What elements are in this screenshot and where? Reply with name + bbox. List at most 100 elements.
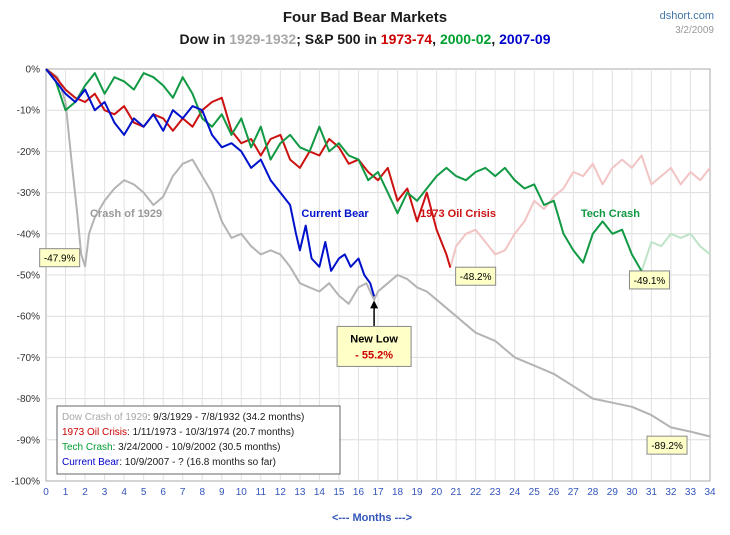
legend-row-detail: : 3/24/2000 - 10/9/2002 (30.5 months): [113, 442, 281, 453]
series-line-crash-of-1929: [45, 68, 711, 438]
x-tick-label: 27: [568, 487, 580, 498]
series-label: Crash of 1929: [90, 208, 162, 220]
callout-box: [646, 435, 688, 455]
legend: Dow Crash of 1929: 9/3/1929 - 7/8/1932 (…: [56, 405, 341, 475]
date-label: 3/2/2009: [675, 25, 714, 36]
series-labels: Crash of 1929 Current Bear 1973 Oil Crisis…: [90, 208, 640, 220]
legend-row: Tech Crash: 3/24/2000 - 10/9/2002 (30.5 …: [62, 442, 280, 453]
x-tick-label: 34: [704, 487, 716, 498]
y-tick-label: -20%: [17, 147, 40, 158]
callout-label: -49.1%: [634, 276, 666, 287]
x-tick-label: 31: [646, 487, 658, 498]
x-tick-label: 30: [626, 487, 638, 498]
x-tick-label: 8: [199, 487, 205, 498]
x-tick-label: 15: [333, 487, 345, 498]
x-tick-label: 19: [411, 487, 423, 498]
x-tick-label: 5: [141, 487, 147, 498]
x-tick-label: 26: [548, 487, 560, 498]
chart-title: Four Bad Bear Markets: [283, 9, 447, 26]
callout-label: -48.2%: [460, 272, 492, 283]
y-axis: 0% -10% -20% -30% -40% -50% -60% -70% -80% -90% -1…: [11, 65, 40, 488]
series-line-tech-crash-after-low-: [640, 232, 711, 272]
x-tick-label: 29: [607, 487, 619, 498]
x-tick-label: 25: [529, 487, 541, 498]
y-tick-label: -90%: [17, 435, 40, 446]
x-tick-label: 33: [685, 487, 697, 498]
callout-label: -47.9%: [44, 254, 76, 265]
y-tick-label: -30%: [17, 188, 40, 199]
legend-row-name: Tech Crash: [62, 442, 113, 453]
subtitle-part: ; S&P 500 in: [296, 31, 381, 47]
x-tick-label: 14: [314, 487, 326, 498]
x-tick-label: 17: [372, 487, 384, 498]
subtitle-part: 1929-1932: [229, 31, 296, 47]
x-tick-label: 21: [451, 487, 463, 498]
x-tick-label: 2: [82, 487, 88, 498]
series-line-1973-oil-crisis-after-low-: [449, 154, 711, 268]
legend-row: Current Bear: 10/9/2007 - ? (16.8 months…: [62, 457, 276, 468]
y-tick-label: 0%: [26, 65, 41, 76]
legend-row: Dow Crash of 1929: 9/3/1929 - 7/8/1932 (…: [62, 412, 304, 423]
series-label: Tech Crash: [581, 208, 640, 220]
x-tick-label: 0: [43, 487, 49, 498]
new-low-value: - 55.2%: [355, 349, 393, 361]
y-tick-label: -40%: [17, 229, 40, 240]
x-tick-label: 16: [353, 487, 365, 498]
x-tick-label: 32: [665, 487, 677, 498]
x-axis-label: <--- Months --->: [332, 512, 412, 524]
x-tick-label: 7: [180, 487, 186, 498]
legend-row-name: Current Bear: [62, 457, 120, 468]
subtitle-part: ,: [491, 31, 499, 47]
legend-row-name: Dow Crash of 1929: [62, 412, 148, 423]
source-label: dshort.com: [660, 10, 714, 22]
x-axis: 0 1 2 3 4 5 6 7 8 9 10 11 12 13 14 15 16 17 18 19 20 21 22 23 24…: [43, 487, 716, 498]
x-tick-label: 23: [490, 487, 502, 498]
x-tick-label: 24: [509, 487, 521, 498]
new-low-callout: New Low - 55.2%: [336, 300, 412, 367]
legend-box: [56, 405, 341, 475]
new-low-title: New Low: [350, 333, 398, 345]
x-tick-label: 10: [236, 487, 248, 498]
series-label: Current Bear: [301, 208, 369, 220]
x-tick-label: 18: [392, 487, 404, 498]
chart-subtitle: Dow in 1929-1932; S&P 500 in 1973-74, 20…: [179, 31, 550, 47]
callout-box: [628, 270, 670, 290]
subtitle-part: 2007-09: [499, 31, 551, 47]
subtitle-part: Dow in: [179, 31, 229, 47]
y-tick-label: -50%: [17, 271, 40, 282]
legend-row-name: 1973 Oil Crisis: [62, 427, 127, 438]
series-label: 1973 Oil Crisis: [420, 208, 496, 220]
new-low-arrowhead: [370, 300, 379, 309]
series-lines: [45, 68, 711, 438]
x-tick-label: 28: [587, 487, 599, 498]
series-line-tech-crash: [45, 68, 643, 272]
x-tick-label: 9: [219, 487, 225, 498]
series-line-1973-oil-crisis: [45, 68, 452, 268]
legend-row-detail: : 10/9/2007 - ? (16.8 months so far): [119, 457, 276, 468]
subtitle-part: ,: [432, 31, 440, 47]
x-tick-label: 6: [160, 487, 166, 498]
subtitle-part: 1973-74: [381, 31, 433, 47]
legend-row-detail: : 1/11/1973 - 10/3/1974 (20.7 months): [127, 427, 294, 438]
new-low-box: [336, 325, 412, 367]
y-tick-label: -10%: [17, 106, 40, 117]
callout-box: [455, 266, 497, 286]
legend-row: 1973 Oil Crisis: 1/11/1973 - 10/3/1974 (…: [62, 427, 294, 438]
x-tick-label: 1: [63, 487, 69, 498]
subtitle-part: 2000-02: [440, 31, 492, 47]
callouts: -47.9% -48.2% -49.1% -89.2%: [39, 248, 688, 455]
x-tick-label: 11: [256, 487, 267, 498]
x-tick-label: 22: [470, 487, 482, 498]
y-tick-label: -60%: [17, 312, 40, 323]
callout-box: [39, 248, 81, 268]
y-tick-label: -80%: [17, 394, 40, 405]
legend-row-detail: : 9/3/1929 - 7/8/1932 (34.2 months): [148, 412, 305, 423]
x-tick-label: 12: [275, 487, 287, 498]
callout-label: -89.2%: [651, 441, 683, 452]
series-line-current-bear: [45, 68, 376, 297]
x-tick-label: 20: [431, 487, 443, 498]
y-tick-label: -100%: [11, 477, 40, 488]
x-tick-label: 13: [294, 487, 306, 498]
